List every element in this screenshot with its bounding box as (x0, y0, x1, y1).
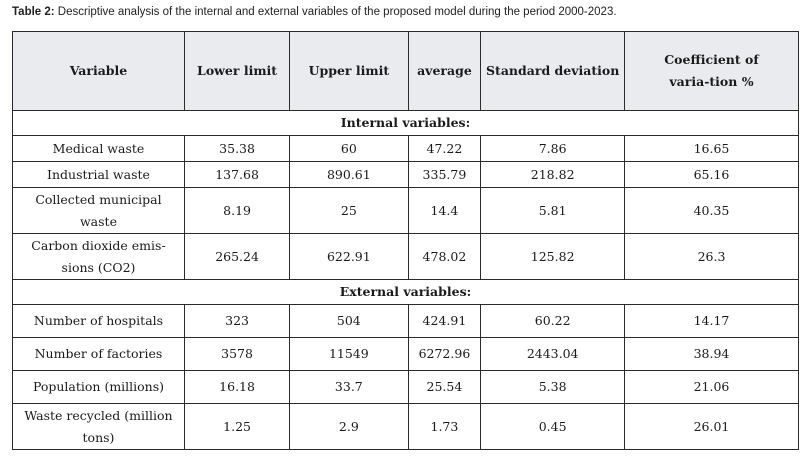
cell-upper-limit: 60 (289, 135, 409, 162)
cell-lower-limit: 323 (183, 304, 291, 338)
cell-variable: Collected municipal waste (12, 187, 185, 234)
cell-standard-deviation: 0.45 (480, 403, 625, 450)
cell-standard-deviation: 7.86 (480, 135, 625, 162)
cell-lower-limit: 1.25 (183, 403, 291, 450)
cell-variable: Medical waste (12, 135, 185, 162)
cell-lower-limit: 265.24 (183, 233, 291, 280)
cell-variable: Carbon dioxide emis-sions (CO2) (12, 233, 185, 280)
table-row: Collected municipal waste 8.19 25 14.4 5… (12, 187, 800, 234)
section-row-external: External variables: (12, 279, 799, 305)
section-row-internal: Internal variables: (12, 110, 799, 136)
cell-coefficient: 38.94 (623, 337, 800, 371)
cell-coefficient: 21.06 (623, 370, 800, 404)
table-caption: Table 2: Descriptive analysis of the int… (12, 6, 617, 18)
cell-upper-limit: 2.9 (289, 403, 409, 450)
cell-variable: Population (millions) (12, 370, 185, 404)
cell-coefficient: 26.01 (623, 403, 800, 450)
cell-lower-limit: 16.18 (183, 370, 291, 404)
section-title-external: External variables: (12, 279, 799, 305)
cell-upper-limit: 25 (289, 187, 409, 234)
cell-average: 6272.96 (407, 337, 482, 371)
table-row: Number of factories 3578 11549 6272.96 2… (12, 337, 800, 371)
cell-lower-limit: 3578 (183, 337, 291, 371)
header-row: Variable Lower limit Upper limit average… (12, 31, 800, 111)
cell-coefficient: 65.16 (623, 161, 800, 188)
cell-upper-limit: 11549 (289, 337, 409, 371)
header-standard-deviation: Standard deviation (480, 31, 625, 111)
section-title-internal: Internal variables: (12, 110, 799, 136)
cell-standard-deviation: 60.22 (480, 304, 625, 338)
cell-coefficient: 40.35 (623, 187, 800, 234)
cell-standard-deviation: 5.81 (480, 187, 625, 234)
cell-standard-deviation: 5.38 (480, 370, 625, 404)
header-upper-limit: Upper limit (289, 31, 409, 111)
cell-upper-limit: 504 (289, 304, 409, 338)
cell-upper-limit: 890.61 (289, 161, 409, 188)
cell-lower-limit: 8.19 (183, 187, 291, 234)
cell-coefficient: 16.65 (623, 135, 800, 162)
cell-variable: Industrial waste (12, 161, 185, 188)
table-row: Carbon dioxide emis-sions (CO2) 265.24 6… (12, 233, 800, 280)
cell-average: 335.79 (407, 161, 482, 188)
caption-text: Descriptive analysis of the internal and… (54, 6, 617, 18)
header-lower-limit: Lower limit (183, 31, 291, 111)
table-row: Medical waste 35.38 60 47.22 7.86 16.65 (12, 135, 800, 162)
cell-average: 478.02 (407, 233, 482, 280)
header-average: average (407, 31, 482, 111)
cell-upper-limit: 622.91 (289, 233, 409, 280)
header-variable: Variable (12, 31, 185, 111)
cell-coefficient: 26.3 (623, 233, 800, 280)
cell-average: 25.54 (407, 370, 482, 404)
table-row: Waste recycled (million tons) 1.25 2.9 1… (12, 403, 800, 450)
cell-average: 424.91 (407, 304, 482, 338)
cell-variable: Number of factories (12, 337, 185, 371)
cell-average: 47.22 (407, 135, 482, 162)
cell-variable: Waste recycled (million tons) (12, 403, 185, 450)
cell-average: 1.73 (407, 403, 482, 450)
cell-standard-deviation: 2443.04 (480, 337, 625, 371)
cell-average: 14.4 (407, 187, 482, 234)
cell-coefficient: 14.17 (623, 304, 800, 338)
cell-variable: Number of hospitals (12, 304, 185, 338)
table-row: Population (millions) 16.18 33.7 25.54 5… (12, 370, 800, 404)
cell-standard-deviation: 218.82 (480, 161, 625, 188)
table-row: Industrial waste 137.68 890.61 335.79 21… (12, 161, 800, 188)
header-coefficient-of-variation: Coefficient of varia-tion % (623, 31, 800, 111)
cell-standard-deviation: 125.82 (480, 233, 625, 280)
cell-lower-limit: 137.68 (183, 161, 291, 188)
descriptive-statistics-table: Variable Lower limit Upper limit average… (12, 31, 800, 450)
caption-label: Table 2: (12, 6, 55, 18)
table-row: Number of hospitals 323 504 424.91 60.22… (12, 304, 800, 338)
cell-lower-limit: 35.38 (183, 135, 291, 162)
cell-upper-limit: 33.7 (289, 370, 409, 404)
